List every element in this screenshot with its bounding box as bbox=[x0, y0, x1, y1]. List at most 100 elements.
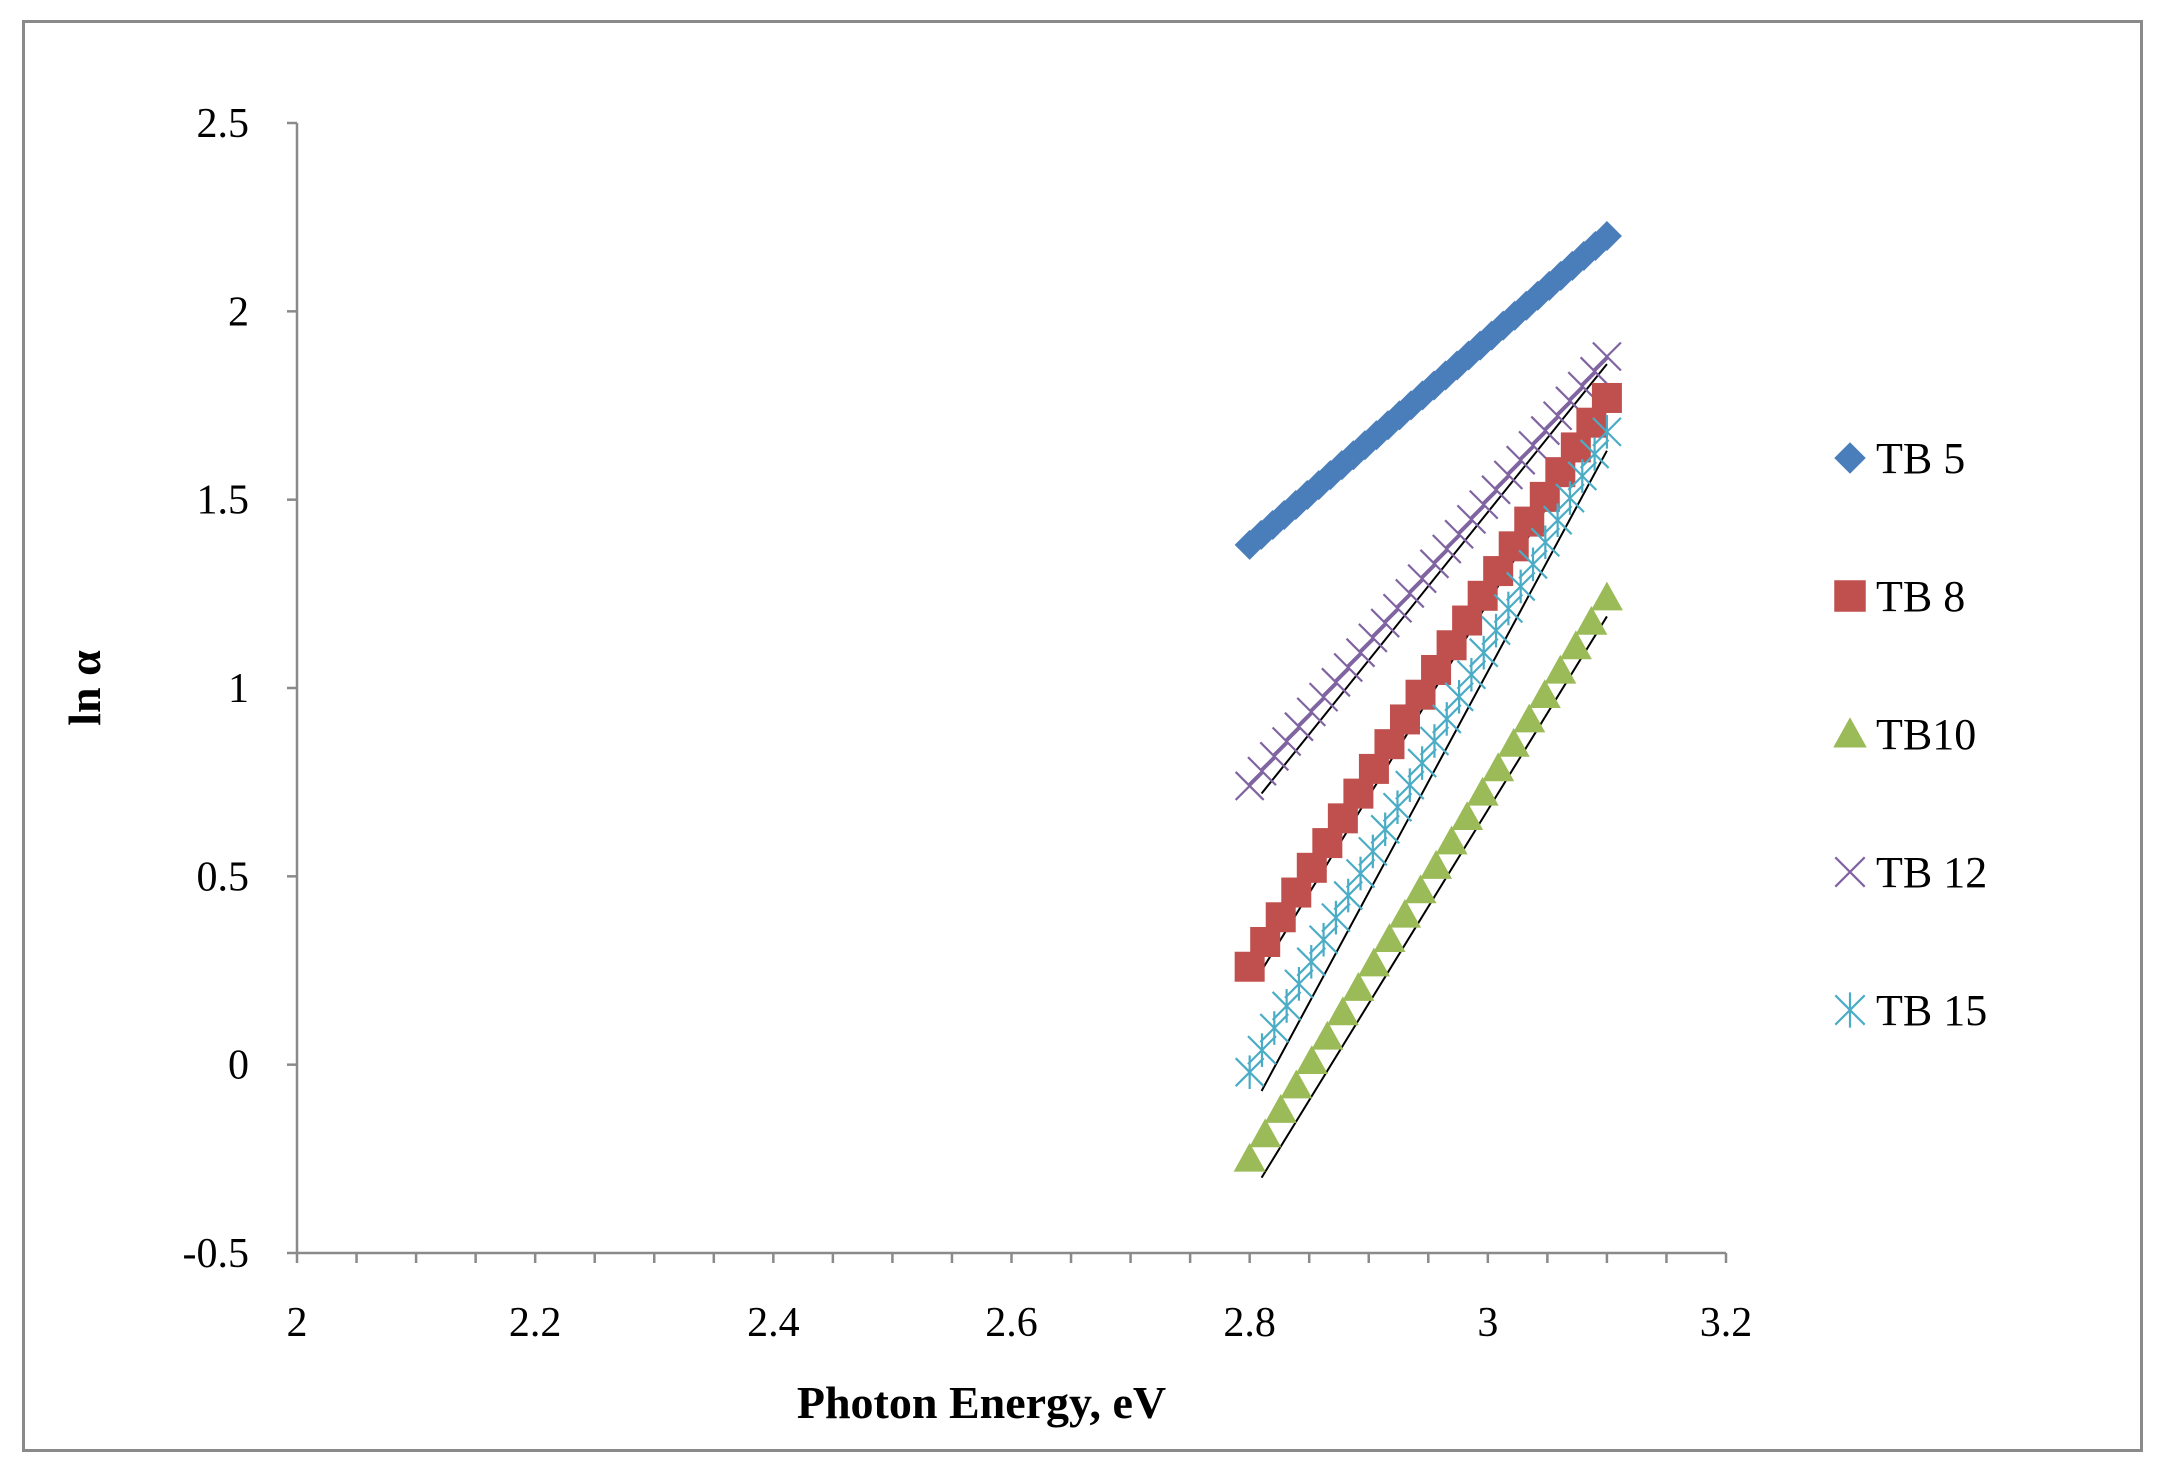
axes: -0.5 0 0.5 1 1.5 2 2.5 2 2.2 2.4 2.6 2.8 3 3.2 bbox=[183, 101, 1753, 1346]
marker-star bbox=[1592, 415, 1622, 449]
marker-triangle bbox=[1342, 972, 1375, 1001]
marker-star bbox=[1234, 1055, 1265, 1089]
y-tick-label: 2.5 bbox=[197, 101, 250, 147]
marker-x bbox=[1505, 445, 1536, 475]
marker-x bbox=[1345, 637, 1376, 668]
marker-x bbox=[1358, 623, 1388, 653]
y-tick-label: 2 bbox=[228, 289, 249, 335]
marker-x bbox=[1234, 771, 1265, 801]
marker-triangle bbox=[1513, 703, 1546, 733]
marker-x bbox=[1481, 475, 1511, 505]
trendline bbox=[1260, 450, 1608, 1092]
marker-x bbox=[1321, 667, 1351, 698]
marker-x bbox=[1259, 741, 1290, 772]
marker-triangle bbox=[1295, 1045, 1328, 1075]
chart-frame bbox=[22, 20, 2143, 1452]
marker-star bbox=[1370, 812, 1400, 847]
data-markers bbox=[1233, 221, 1623, 1172]
y-tick-label: 0 bbox=[228, 1043, 249, 1089]
marker-x bbox=[1542, 400, 1573, 431]
marker-star bbox=[1481, 613, 1511, 648]
legend-marker-triangle bbox=[1833, 717, 1867, 748]
x-tick-label: 3.2 bbox=[1700, 1300, 1753, 1346]
marker-star bbox=[1247, 1033, 1277, 1067]
marker-triangle bbox=[1435, 825, 1468, 855]
marker-triangle bbox=[1559, 630, 1592, 660]
marker-x bbox=[1530, 415, 1561, 446]
x-tick-label: 2.6 bbox=[985, 1300, 1038, 1346]
marker-star bbox=[1493, 591, 1524, 626]
legend-marker-x bbox=[1834, 856, 1866, 888]
x-axis-title: Photon Energy, eV bbox=[797, 1377, 1166, 1428]
x-tick-label: 2 bbox=[287, 1300, 308, 1346]
marker-triangle bbox=[1233, 1142, 1266, 1172]
y-tick-label: 0.5 bbox=[197, 854, 250, 900]
marker-star bbox=[1333, 878, 1363, 913]
marker-x bbox=[1518, 430, 1548, 461]
marker-diamond bbox=[1257, 509, 1288, 540]
marker-x bbox=[1431, 534, 1462, 564]
marker-triangle bbox=[1404, 874, 1437, 904]
marker-x bbox=[1444, 519, 1474, 549]
marker-x bbox=[1370, 608, 1400, 638]
marker-x bbox=[1271, 726, 1302, 757]
marker-triangle bbox=[1590, 581, 1623, 611]
marker-triangle bbox=[1420, 850, 1453, 879]
trendline bbox=[1260, 615, 1608, 1179]
marker-triangle bbox=[1311, 1020, 1344, 1050]
legend-label: TB 15 bbox=[1876, 986, 1987, 1035]
legend-label: TB 5 bbox=[1876, 434, 1965, 483]
marker-triangle bbox=[1466, 776, 1499, 806]
y-tick-label: 1.5 bbox=[197, 478, 250, 524]
marker-square bbox=[1591, 382, 1622, 413]
x-tick-label: 3 bbox=[1477, 1300, 1498, 1346]
legend-marker-square bbox=[1834, 580, 1866, 612]
marker-triangle bbox=[1280, 1069, 1313, 1099]
marker-triangle bbox=[1497, 728, 1530, 757]
marker-triangle bbox=[1357, 947, 1390, 977]
marker-x bbox=[1395, 578, 1425, 609]
y-tick-label: -0.5 bbox=[183, 1231, 250, 1277]
marker-triangle bbox=[1249, 1118, 1282, 1148]
marker-x bbox=[1493, 460, 1524, 490]
legend-marker-star bbox=[1834, 992, 1866, 1028]
legend-label: TB 8 bbox=[1876, 572, 1965, 621]
marker-triangle bbox=[1373, 923, 1406, 953]
marker-star bbox=[1308, 922, 1339, 957]
marker-star bbox=[1345, 856, 1376, 891]
marker-triangle bbox=[1388, 898, 1421, 928]
marker-x bbox=[1567, 371, 1598, 401]
marker-x bbox=[1579, 356, 1610, 387]
marker-triangle bbox=[1528, 679, 1561, 709]
marker-x bbox=[1468, 489, 1499, 520]
legend-marker-diamond bbox=[1834, 442, 1866, 474]
legend: TB 5 TB 8 TB10 TB 12 TB 15 bbox=[1833, 434, 1987, 1035]
marker-triangle bbox=[1264, 1094, 1297, 1123]
marker-diamond bbox=[1591, 221, 1622, 251]
marker-x bbox=[1296, 697, 1327, 727]
marker-x bbox=[1382, 593, 1413, 624]
marker-star bbox=[1321, 900, 1351, 935]
marker-triangle bbox=[1544, 654, 1577, 684]
marker-x bbox=[1407, 563, 1437, 594]
marker-triangle bbox=[1482, 752, 1515, 782]
marker-x bbox=[1247, 756, 1277, 786]
marker-star bbox=[1358, 834, 1388, 869]
y-axis-title: ln α bbox=[59, 650, 110, 726]
legend-label: TB10 bbox=[1876, 710, 1976, 759]
marker-x bbox=[1456, 504, 1487, 535]
marker-triangle bbox=[1575, 606, 1608, 635]
y-tick-label: 1 bbox=[228, 666, 249, 712]
marker-star bbox=[1284, 967, 1314, 1001]
marker-triangle bbox=[1451, 801, 1484, 831]
x-tick-label: 2.4 bbox=[747, 1300, 800, 1346]
marker-star bbox=[1456, 657, 1487, 692]
marker-star bbox=[1468, 635, 1499, 670]
marker-x bbox=[1592, 341, 1622, 372]
marker-star bbox=[1271, 989, 1302, 1023]
marker-x bbox=[1284, 711, 1314, 742]
marker-x bbox=[1333, 652, 1363, 683]
x-tick-label: 2.8 bbox=[1223, 1300, 1276, 1346]
marker-x bbox=[1308, 682, 1339, 712]
